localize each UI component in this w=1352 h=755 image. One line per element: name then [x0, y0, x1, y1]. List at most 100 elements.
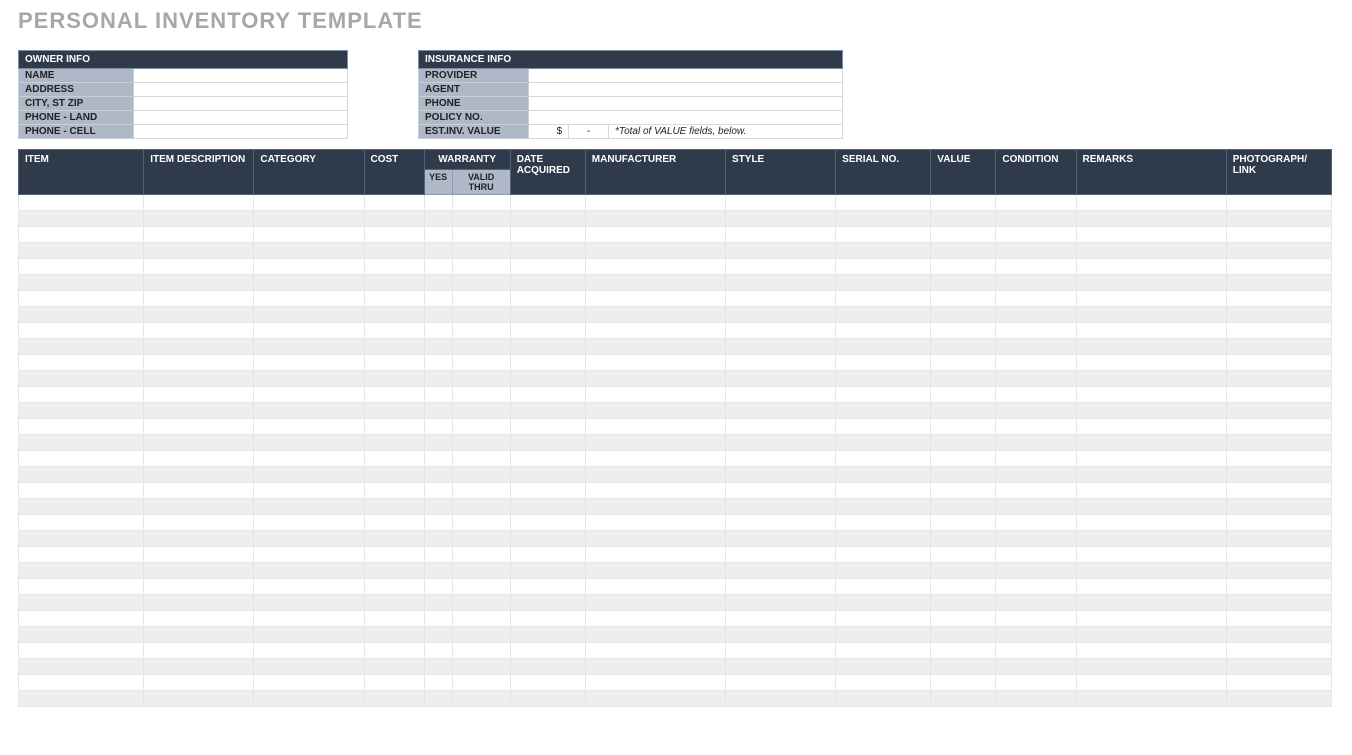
table-cell[interactable]	[931, 339, 996, 355]
table-cell[interactable]	[996, 211, 1076, 227]
table-cell[interactable]	[452, 259, 510, 275]
table-cell[interactable]	[931, 595, 996, 611]
table-cell[interactable]	[254, 467, 364, 483]
table-cell[interactable]	[996, 643, 1076, 659]
table-cell[interactable]	[510, 195, 585, 211]
table-cell[interactable]	[254, 451, 364, 467]
table-cell[interactable]	[452, 675, 510, 691]
table-cell[interactable]	[452, 355, 510, 371]
table-cell[interactable]	[364, 435, 424, 451]
table-cell[interactable]	[931, 371, 996, 387]
table-cell[interactable]	[1226, 307, 1331, 323]
table-cell[interactable]	[1226, 419, 1331, 435]
table-cell[interactable]	[19, 371, 144, 387]
table-cell[interactable]	[424, 227, 452, 243]
table-cell[interactable]	[364, 627, 424, 643]
table-cell[interactable]	[726, 531, 836, 547]
table-cell[interactable]	[726, 227, 836, 243]
table-cell[interactable]	[452, 627, 510, 643]
table-cell[interactable]	[996, 691, 1076, 707]
table-cell[interactable]	[452, 211, 510, 227]
table-cell[interactable]	[996, 531, 1076, 547]
table-cell[interactable]	[424, 243, 452, 259]
table-cell[interactable]	[19, 259, 144, 275]
owner-field-value[interactable]	[133, 125, 347, 139]
table-cell[interactable]	[1076, 195, 1226, 211]
table-cell[interactable]	[1076, 323, 1226, 339]
table-cell[interactable]	[726, 339, 836, 355]
table-cell[interactable]	[254, 611, 364, 627]
table-cell[interactable]	[996, 259, 1076, 275]
table-cell[interactable]	[19, 323, 144, 339]
table-cell[interactable]	[19, 403, 144, 419]
table-cell[interactable]	[424, 195, 452, 211]
table-cell[interactable]	[836, 323, 931, 339]
table-cell[interactable]	[836, 259, 931, 275]
table-cell[interactable]	[1226, 499, 1331, 515]
table-cell[interactable]	[585, 403, 725, 419]
table-cell[interactable]	[510, 611, 585, 627]
table-cell[interactable]	[452, 579, 510, 595]
table-cell[interactable]	[1076, 627, 1226, 643]
table-cell[interactable]	[364, 387, 424, 403]
table-cell[interactable]	[254, 243, 364, 259]
table-cell[interactable]	[144, 227, 254, 243]
table-cell[interactable]	[144, 643, 254, 659]
table-cell[interactable]	[726, 499, 836, 515]
table-cell[interactable]	[364, 595, 424, 611]
table-cell[interactable]	[510, 659, 585, 675]
table-cell[interactable]	[726, 355, 836, 371]
table-cell[interactable]	[931, 499, 996, 515]
table-cell[interactable]	[1076, 227, 1226, 243]
table-cell[interactable]	[364, 403, 424, 419]
table-cell[interactable]	[585, 435, 725, 451]
table-cell[interactable]	[931, 691, 996, 707]
table-cell[interactable]	[931, 243, 996, 259]
table-cell[interactable]	[452, 275, 510, 291]
table-cell[interactable]	[452, 419, 510, 435]
table-cell[interactable]	[364, 275, 424, 291]
table-cell[interactable]	[1076, 419, 1226, 435]
table-cell[interactable]	[931, 195, 996, 211]
table-cell[interactable]	[726, 435, 836, 451]
table-cell[interactable]	[144, 435, 254, 451]
table-cell[interactable]	[726, 483, 836, 499]
table-cell[interactable]	[996, 355, 1076, 371]
table-cell[interactable]	[836, 307, 931, 323]
table-cell[interactable]	[452, 371, 510, 387]
table-cell[interactable]	[1076, 691, 1226, 707]
table-cell[interactable]	[254, 307, 364, 323]
table-cell[interactable]	[996, 339, 1076, 355]
table-cell[interactable]	[585, 483, 725, 499]
table-cell[interactable]	[726, 611, 836, 627]
table-cell[interactable]	[254, 355, 364, 371]
table-cell[interactable]	[726, 515, 836, 531]
table-cell[interactable]	[254, 515, 364, 531]
table-cell[interactable]	[452, 307, 510, 323]
table-cell[interactable]	[1226, 547, 1331, 563]
table-cell[interactable]	[931, 547, 996, 563]
table-cell[interactable]	[19, 243, 144, 259]
table-cell[interactable]	[452, 643, 510, 659]
table-cell[interactable]	[144, 243, 254, 259]
table-cell[interactable]	[726, 579, 836, 595]
table-cell[interactable]	[19, 355, 144, 371]
table-cell[interactable]	[144, 323, 254, 339]
table-cell[interactable]	[1226, 611, 1331, 627]
table-cell[interactable]	[510, 259, 585, 275]
table-cell[interactable]	[836, 547, 931, 563]
table-cell[interactable]	[452, 483, 510, 499]
table-cell[interactable]	[452, 451, 510, 467]
table-cell[interactable]	[424, 659, 452, 675]
table-cell[interactable]	[931, 451, 996, 467]
table-cell[interactable]	[1226, 403, 1331, 419]
table-cell[interactable]	[510, 515, 585, 531]
table-cell[interactable]	[254, 275, 364, 291]
table-cell[interactable]	[364, 211, 424, 227]
table-cell[interactable]	[585, 451, 725, 467]
table-cell[interactable]	[1226, 243, 1331, 259]
table-cell[interactable]	[585, 627, 725, 643]
table-cell[interactable]	[836, 387, 931, 403]
table-cell[interactable]	[424, 579, 452, 595]
table-cell[interactable]	[585, 659, 725, 675]
